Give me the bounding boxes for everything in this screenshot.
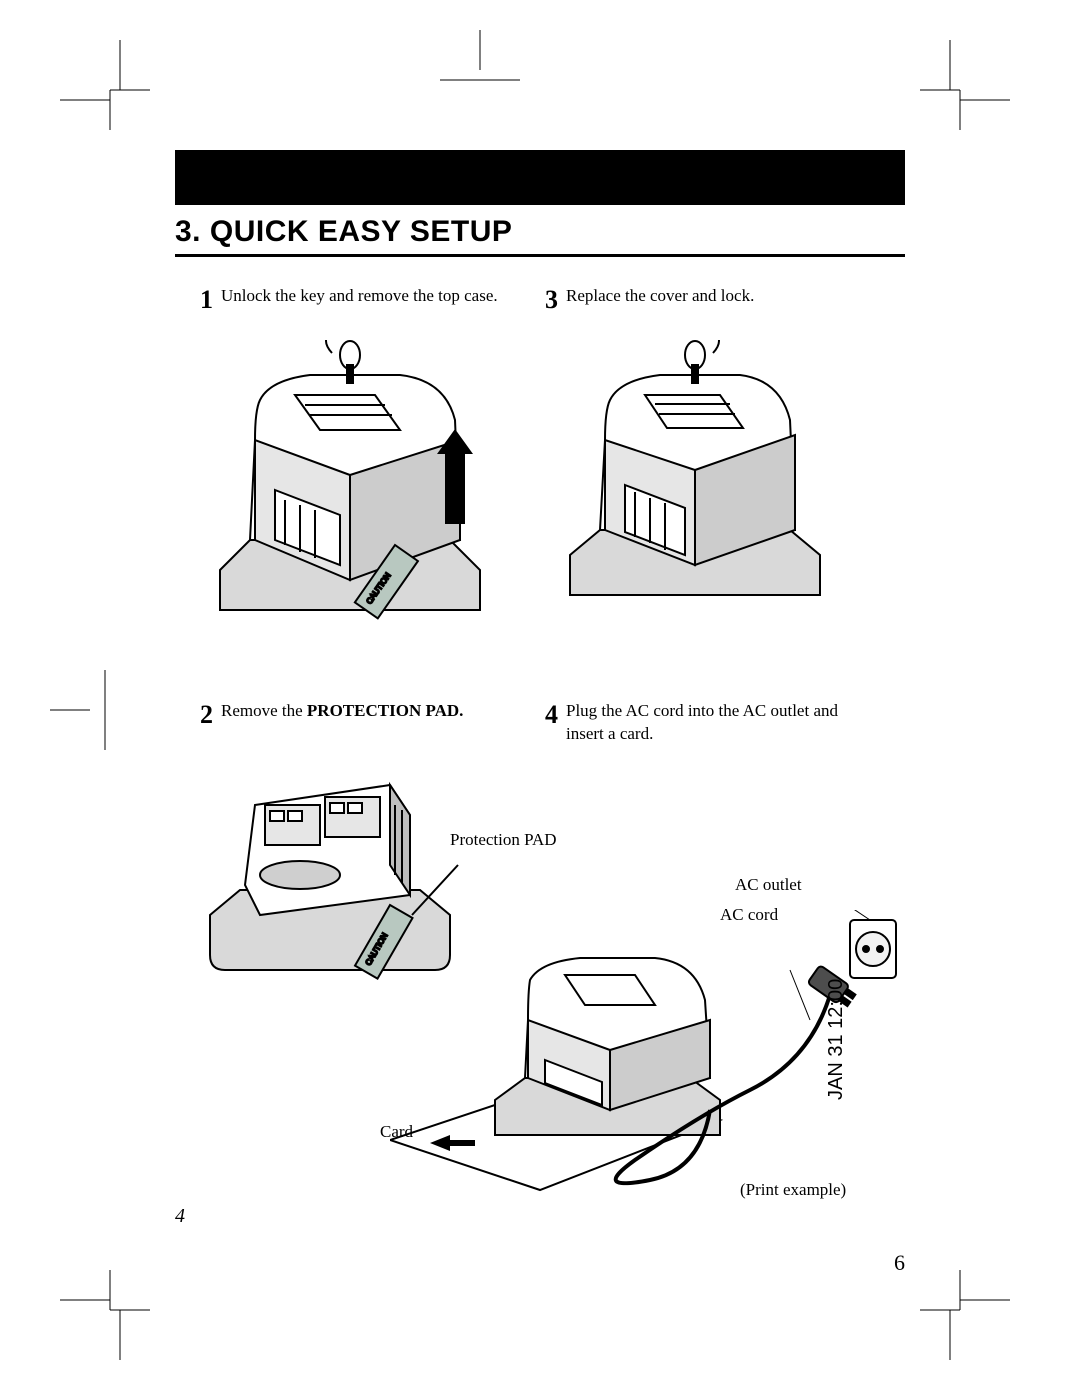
illus-step-3 <box>555 340 845 630</box>
step-4-number: 4 <box>545 700 558 730</box>
label-ac-outlet: AC outlet <box>735 875 802 895</box>
step-2: 2 Remove the PROTECTION PAD. <box>200 700 500 730</box>
crop-mark-tc <box>420 30 540 100</box>
illus-step-1: CAUTION <box>200 340 510 650</box>
step-3-number: 3 <box>545 285 558 315</box>
step-2-text: Remove the PROTECTION PAD. <box>221 700 463 723</box>
crop-mark-br <box>890 1240 1010 1360</box>
header-bar <box>175 150 905 205</box>
section-title-text: QUICK EASY SETUP <box>210 215 513 248</box>
title-underline <box>175 254 905 257</box>
step-2-prefix: Remove the <box>221 701 307 720</box>
page-number-left: 4 <box>175 1205 185 1228</box>
print-example-value: JAN 31 12:00 <box>825 979 848 1100</box>
crop-mark-ml <box>50 650 130 770</box>
step-1-text: Unlock the key and remove the top case. <box>221 285 498 308</box>
step-2-number: 2 <box>200 700 213 730</box>
step-3: 3 Replace the cover and lock. <box>545 285 825 315</box>
crop-mark-tl <box>60 40 180 160</box>
step-4-text: Plug the AC cord into the AC outlet and … <box>566 700 845 746</box>
page-number-right: 6 <box>894 1250 905 1276</box>
step-4: 4 Plug the AC cord into the AC outlet an… <box>545 700 845 746</box>
section-title: 3. QUICK EASY SETUP <box>175 215 512 249</box>
crop-mark-tr <box>890 40 1010 160</box>
label-protection-pad: Protection PAD <box>450 830 557 850</box>
label-ac-cord: AC cord <box>720 905 778 925</box>
step-1-number: 1 <box>200 285 213 315</box>
step-1: 1 Unlock the key and remove the top case… <box>200 285 500 315</box>
step-2-bold: PROTECTION PAD. <box>307 701 463 720</box>
crop-mark-bl <box>60 1240 180 1360</box>
label-card: Card <box>380 1122 413 1142</box>
section-number: 3. <box>175 215 201 248</box>
label-print-example: (Print example) <box>740 1180 846 1200</box>
step-3-text: Replace the cover and lock. <box>566 285 754 308</box>
manual-page: 3. QUICK EASY SETUP 1 Unlock the key and… <box>0 0 1080 1397</box>
